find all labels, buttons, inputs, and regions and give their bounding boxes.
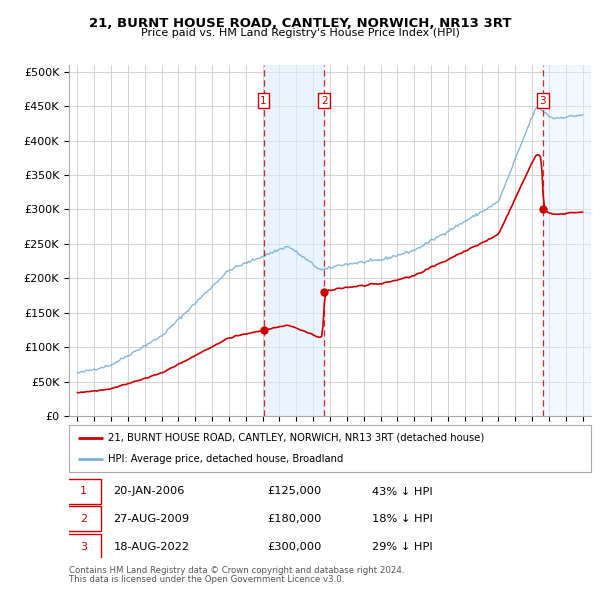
Text: Contains HM Land Registry data © Crown copyright and database right 2024.: Contains HM Land Registry data © Crown c… <box>69 566 404 575</box>
Text: 21, BURNT HOUSE ROAD, CANTLEY, NORWICH, NR13 3RT: 21, BURNT HOUSE ROAD, CANTLEY, NORWICH, … <box>89 17 511 30</box>
Text: 3: 3 <box>539 96 546 106</box>
Text: 20-JAN-2006: 20-JAN-2006 <box>113 487 185 496</box>
Bar <box>263 65 324 416</box>
Text: 3: 3 <box>80 542 87 552</box>
FancyBboxPatch shape <box>66 479 101 504</box>
Text: 1: 1 <box>80 487 87 496</box>
Text: 1: 1 <box>260 96 267 106</box>
Text: 43% ↓ HPI: 43% ↓ HPI <box>372 487 433 496</box>
Bar <box>542 65 591 416</box>
Text: 2: 2 <box>321 96 328 106</box>
Text: £300,000: £300,000 <box>268 542 322 552</box>
Text: £180,000: £180,000 <box>268 514 322 524</box>
Text: 27-AUG-2009: 27-AUG-2009 <box>113 514 190 524</box>
Text: 2: 2 <box>80 514 87 524</box>
FancyBboxPatch shape <box>69 425 591 472</box>
Text: 21, BURNT HOUSE ROAD, CANTLEY, NORWICH, NR13 3RT (detached house): 21, BURNT HOUSE ROAD, CANTLEY, NORWICH, … <box>108 432 484 442</box>
Text: This data is licensed under the Open Government Licence v3.0.: This data is licensed under the Open Gov… <box>69 575 344 584</box>
Text: 18-AUG-2022: 18-AUG-2022 <box>113 542 190 552</box>
Text: £125,000: £125,000 <box>268 487 322 496</box>
Text: Price paid vs. HM Land Registry's House Price Index (HPI): Price paid vs. HM Land Registry's House … <box>140 28 460 38</box>
FancyBboxPatch shape <box>66 506 101 531</box>
Text: HPI: Average price, detached house, Broadland: HPI: Average price, detached house, Broa… <box>108 454 344 464</box>
FancyBboxPatch shape <box>66 535 101 559</box>
Text: 18% ↓ HPI: 18% ↓ HPI <box>372 514 433 524</box>
Text: 29% ↓ HPI: 29% ↓ HPI <box>372 542 433 552</box>
